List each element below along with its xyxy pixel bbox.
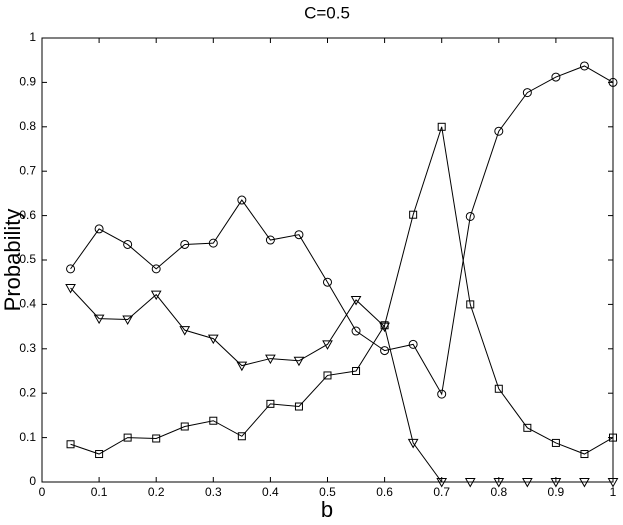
marker [608,77,618,87]
x-tick-label: 1 [610,485,617,499]
x-tick-label: 0.4 [262,485,279,499]
marker [407,438,419,449]
marker [293,356,305,367]
marker [466,300,475,309]
marker [609,433,617,442]
marker [464,478,476,488]
marker [380,346,390,356]
marker [179,326,191,336]
marker [265,354,276,365]
x-tick-label: 0.6 [376,485,393,499]
marker [522,88,532,98]
x-tick-label: 0.2 [148,485,165,499]
x-tick-label: 0.9 [548,485,565,499]
x-tick-label: 0.8 [490,485,507,499]
chart-title: C=0.5 [304,3,350,22]
series-line [70,287,613,483]
marker [95,450,104,459]
marker [94,224,104,234]
marker [523,423,532,432]
x-tick-label: 0.3 [205,485,222,499]
marker [465,211,475,221]
marker [493,478,505,488]
marker [66,264,76,274]
y-tick-label: 0.5 [19,252,36,266]
marker [180,422,189,431]
y-tick-label: 0.4 [19,297,36,311]
marker [265,235,275,245]
y-tick-label: 0 [29,474,36,488]
marker [123,433,132,442]
marker [152,434,161,443]
marker [65,283,76,294]
marker [266,399,275,408]
y-tick-label: 1 [29,30,36,44]
marker [437,122,446,131]
marker [579,478,590,488]
marker [208,238,218,248]
marker [151,264,161,274]
marker [494,384,503,393]
marker [122,315,134,326]
marker [150,290,162,301]
marker [607,478,619,488]
marker [352,367,361,375]
marker [580,450,589,459]
marker [123,239,133,249]
x-tick-label: 0.7 [433,485,450,499]
x-tick-label: 0.5 [319,485,336,499]
marker [93,314,105,325]
marker [551,438,560,447]
marker [236,361,248,372]
x-tick-label: 0.1 [91,485,108,499]
y-axis-label: Probability [0,209,25,312]
series-line [70,65,614,396]
marker [379,322,390,333]
marker [521,478,533,488]
marker [436,478,448,488]
y-tick-label: 0.8 [19,119,36,133]
marker [323,277,332,287]
y-tick-label: 0.9 [19,75,36,89]
marker [207,334,219,345]
marker [351,326,361,336]
y-tick-label: 0.3 [19,341,36,355]
marker [323,371,332,380]
marker [294,230,304,240]
y-tick-label: 0.1 [19,430,36,444]
y-tick-label: 0.6 [19,208,36,222]
x-tick-label: 0 [39,485,46,499]
x-axis-label: b [321,497,333,522]
marker [550,478,562,488]
series-line [70,126,614,455]
marker [551,72,561,82]
marker [350,295,362,306]
marker [579,61,589,71]
marker [294,402,303,411]
marker [409,210,418,219]
marker [408,339,418,349]
marker [209,416,218,425]
marker [494,126,504,136]
marker [180,239,190,249]
marker [66,440,75,449]
y-tick-label: 0.7 [19,163,36,177]
marker [322,340,333,350]
marker [437,389,447,399]
marker [237,195,247,205]
marker [237,432,246,441]
y-tick-label: 0.2 [19,385,36,399]
